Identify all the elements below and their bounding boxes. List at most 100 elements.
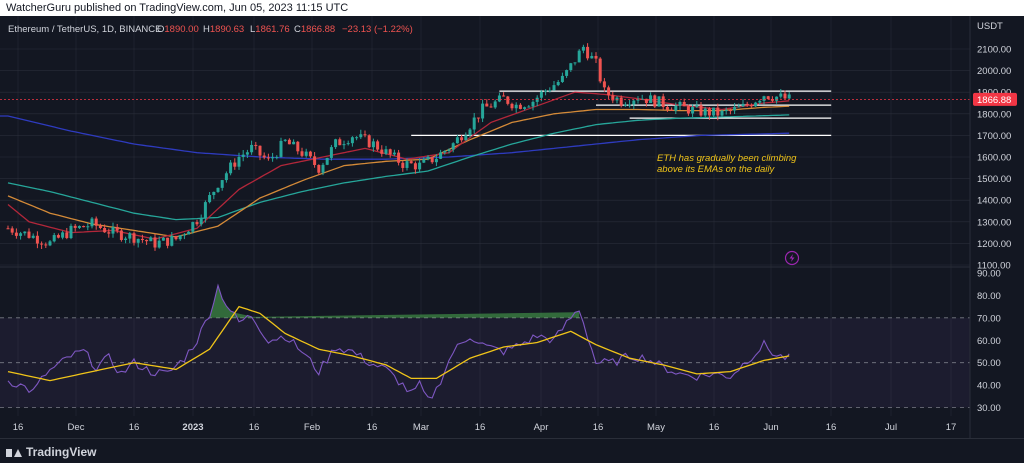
candle-body: [682, 101, 686, 107]
candle-body: [569, 63, 573, 71]
rsi-band: [0, 317, 970, 408]
candle-body: [187, 231, 191, 235]
legend-o-label: O: [157, 24, 164, 35]
candle-body: [409, 161, 413, 164]
grid: [0, 16, 970, 416]
candle-body: [208, 195, 212, 203]
legend-high: 1890.63: [210, 24, 244, 35]
candle-body: [69, 225, 73, 239]
last-price-tag: 1866.88: [973, 92, 1017, 106]
ema-100-line: [7, 114, 790, 221]
candle-body: [31, 235, 35, 238]
candle-body: [103, 228, 107, 233]
candle-body: [749, 105, 753, 107]
candle-body: [271, 157, 275, 159]
candle-body: [245, 152, 249, 155]
publisher-bar: WatcherGuru published on TradingView.com…: [0, 0, 1024, 16]
candle-body: [758, 100, 762, 103]
candle-body: [712, 107, 716, 116]
tradingview-logo-icon: [6, 448, 22, 458]
time-tick-label: 16: [249, 422, 260, 433]
candle-body: [699, 105, 703, 116]
candle-body: [464, 135, 468, 141]
rsi-tick-label: 90.00: [977, 269, 1001, 280]
candle-body: [497, 95, 501, 102]
price-tick-label: 1500.00: [977, 174, 1011, 185]
price-tick-label: 1800.00: [977, 109, 1011, 120]
svg-text:H1890.63: H1890.63: [203, 24, 244, 35]
candle-body: [77, 226, 81, 228]
legend-close: 1866.88: [301, 24, 335, 35]
candle-body: [250, 144, 254, 153]
candle-body: [434, 158, 438, 163]
candle-body: [178, 235, 182, 240]
lightning-icon[interactable]: [784, 250, 800, 266]
candle-body: [342, 144, 346, 146]
candle-body: [392, 152, 396, 155]
candle-body: [111, 227, 115, 234]
time-tick-label: Dec: [68, 422, 85, 433]
candle-body: [124, 238, 128, 240]
candle-body: [266, 157, 270, 159]
candle-body: [686, 106, 690, 114]
price-chart[interactable]: 2100.002000.001900.001800.001700.001600.…: [0, 16, 1024, 438]
candle-body: [628, 104, 632, 106]
rsi-tick-label: 70.00: [977, 313, 1001, 324]
candle-body: [258, 145, 262, 156]
time-tick-label: 16: [593, 422, 604, 433]
candle-body: [262, 155, 266, 158]
candle-body: [82, 226, 86, 228]
candle-body: [355, 137, 359, 139]
candle-body: [455, 137, 459, 144]
price-tick-label: 1400.00: [977, 196, 1011, 207]
candle-body: [695, 105, 699, 107]
candle-body: [300, 151, 304, 156]
candle-body: [107, 232, 111, 234]
time-tick-label: Jul: [885, 422, 897, 433]
candle-body: [23, 231, 27, 234]
candle-body: [518, 104, 522, 109]
candle-body: [556, 81, 560, 86]
candle-body: [275, 156, 279, 158]
candle-body: [283, 139, 287, 141]
rsi-tick-label: 80.00: [977, 291, 1001, 302]
candle-body: [35, 235, 39, 244]
candle-body: [220, 180, 224, 188]
candle-body: [636, 99, 640, 101]
candle-body: [430, 156, 434, 163]
candle-body: [598, 58, 602, 82]
candle-body: [321, 164, 325, 173]
candle-body: [94, 218, 98, 226]
publisher-text: WatcherGuru published on TradingView.com…: [6, 2, 349, 14]
candle-body: [514, 104, 518, 109]
candle-body: [489, 106, 493, 108]
candle-body: [73, 225, 77, 228]
candle-body: [581, 46, 585, 51]
candle-body: [166, 237, 170, 246]
candle-body: [762, 96, 766, 101]
brand-name: TradingView: [26, 445, 97, 459]
candle-body: [779, 93, 783, 97]
candle-body: [86, 226, 90, 228]
annotation-line-1: ETH has gradually been climbing: [657, 153, 797, 164]
footer-bar: TradingView: [0, 438, 1024, 463]
price-tick-label: 1700.00: [977, 131, 1011, 142]
candle-body: [237, 157, 241, 167]
candle-body: [737, 106, 741, 108]
price-tick-label: 1200.00: [977, 239, 1011, 250]
candle-body: [401, 162, 405, 168]
candlesticks: [0, 43, 970, 251]
candle-body: [132, 233, 136, 243]
candle-body: [136, 238, 140, 243]
candle-body: [19, 233, 23, 236]
candle-body: [48, 241, 52, 246]
candle-body: [632, 100, 636, 105]
candle-body: [40, 243, 44, 245]
tradingview-logo[interactable]: TradingView: [6, 445, 96, 459]
candle-body: [367, 135, 371, 148]
candle-body: [502, 95, 506, 97]
candle-body: [443, 150, 447, 153]
candle-body: [766, 96, 770, 100]
candle-body: [254, 144, 258, 146]
candle-body: [720, 110, 724, 116]
